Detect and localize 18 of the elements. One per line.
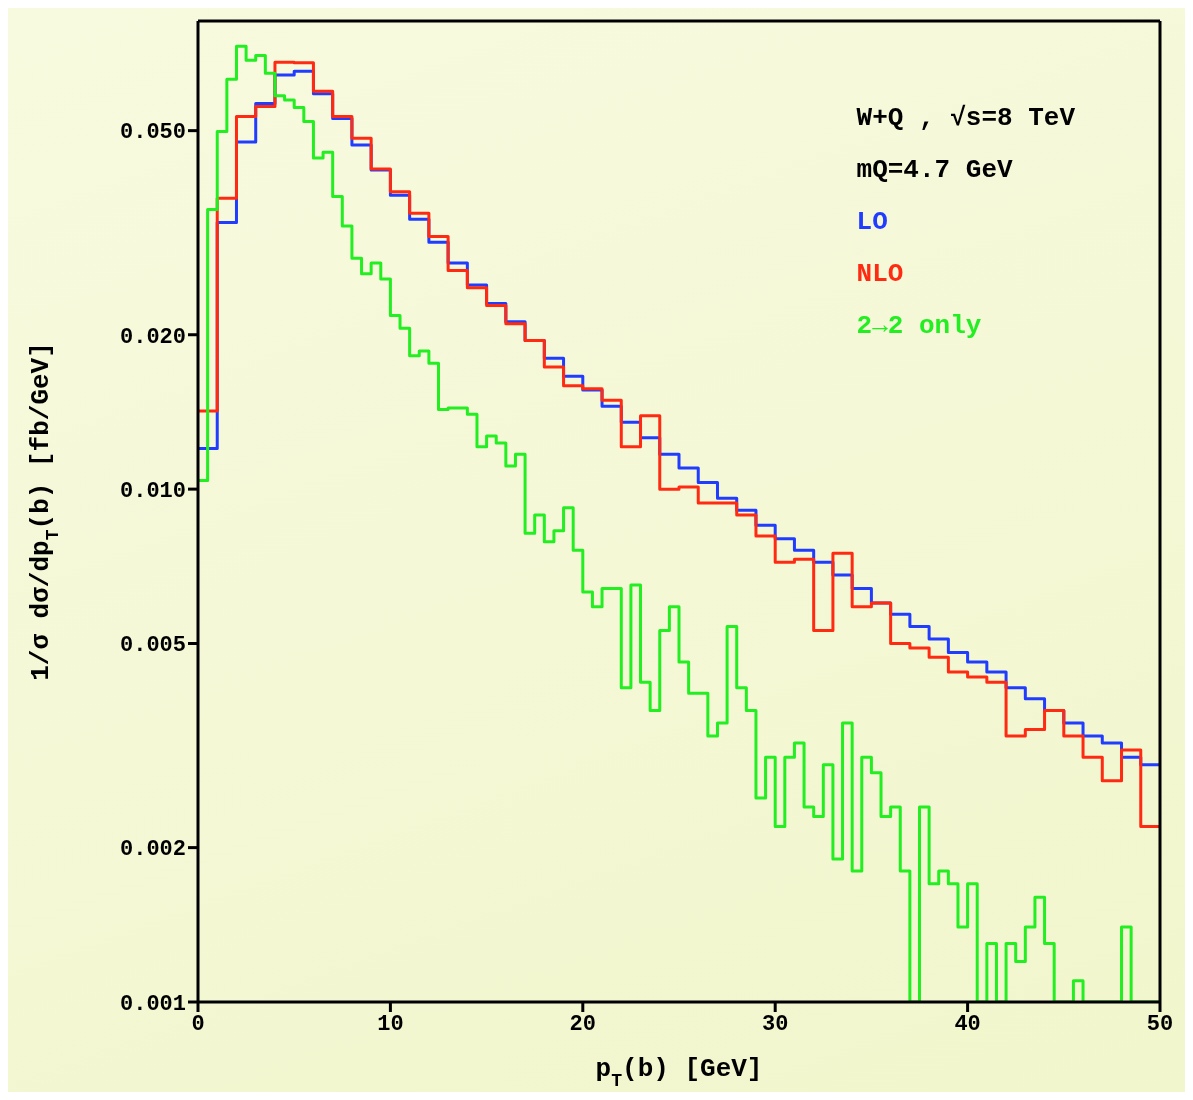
y-tick-label: 0.010 [119, 478, 186, 504]
text: LO [856, 207, 889, 237]
y-tick-label: 0.050 [119, 120, 186, 146]
y-tick-label: 0.002 [119, 837, 186, 863]
text: NLO [856, 259, 905, 289]
y-tick-label: 0.005 [119, 633, 186, 659]
y-tick-label: 0.001 [119, 991, 186, 1017]
y-tick-label: 0.020 [119, 324, 186, 350]
x-tick-label: 40 [954, 1011, 981, 1037]
x-tick-label: 0 [191, 1011, 205, 1037]
annotation: W+Q , √s=8 TeV [856, 103, 1075, 133]
x-tick-label: 30 [762, 1011, 789, 1037]
x-tick-label: 10 [377, 1011, 404, 1037]
x-tick-label: 20 [569, 1011, 596, 1037]
x-tick-label: 50 [1146, 1011, 1174, 1037]
text: 2→2 only [856, 311, 983, 341]
x-axis-title: p$_{T}$(b) [GeV] [595, 1054, 763, 1091]
annotation: mQ=4.7 GeV [856, 155, 1014, 185]
